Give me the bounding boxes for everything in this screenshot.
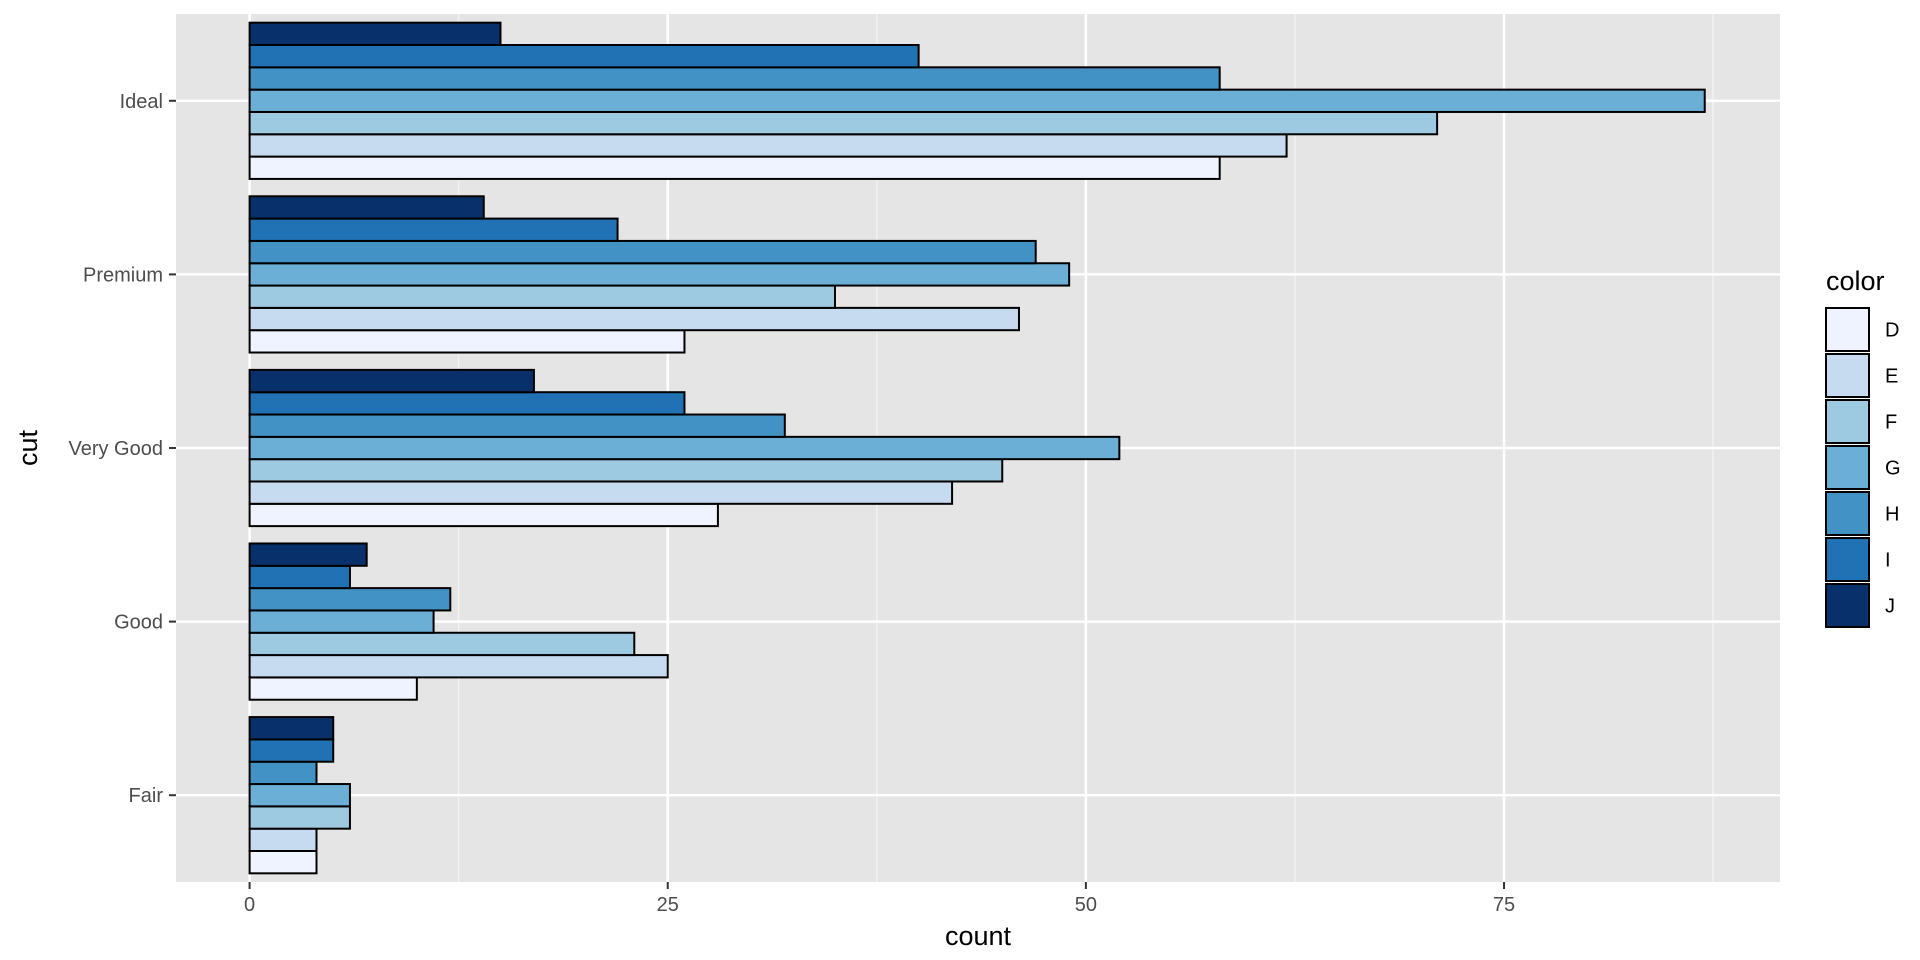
legend-key-D bbox=[1825, 307, 1870, 352]
bar-F-fair bbox=[248, 805, 351, 830]
x-axis: 0 25 50 75 bbox=[244, 882, 1515, 916]
bar-F-very-good bbox=[248, 458, 1004, 483]
y-axis: Fair Good Very Good Premium Ideal bbox=[68, 91, 176, 807]
bar-I-premium bbox=[248, 217, 619, 242]
bar-H-ideal bbox=[248, 66, 1221, 91]
bars bbox=[248, 21, 1706, 875]
bar-E-fair bbox=[248, 827, 318, 852]
legend-label-G: G bbox=[1885, 458, 1901, 480]
bar-D-ideal bbox=[248, 155, 1221, 180]
bar-F-premium bbox=[248, 284, 836, 309]
y-tick-label: Good bbox=[114, 612, 163, 634]
bar-H-premium bbox=[248, 239, 1037, 265]
bar-H-fair bbox=[248, 760, 318, 786]
y-tick-label: Premium bbox=[83, 264, 163, 286]
x-tick-label: 75 bbox=[1493, 894, 1515, 916]
legend: color D E F G H I J bbox=[1825, 266, 1901, 628]
bar-E-ideal bbox=[248, 133, 1288, 158]
bar-J-fair bbox=[248, 716, 335, 741]
y-tick-label: Very Good bbox=[68, 438, 163, 460]
legend-key-G bbox=[1825, 445, 1870, 490]
x-axis-title: count bbox=[945, 921, 1012, 951]
bar-F-good bbox=[248, 631, 636, 657]
legend-key-E bbox=[1825, 353, 1870, 398]
legend-label-H: H bbox=[1885, 504, 1899, 526]
bar-J-premium bbox=[248, 195, 485, 220]
legend-label-J: J bbox=[1885, 596, 1895, 618]
y-tick-label: Ideal bbox=[120, 91, 163, 113]
legend-title: color bbox=[1826, 266, 1885, 296]
bar-G-premium bbox=[248, 262, 1071, 287]
x-tick-label: 50 bbox=[1075, 894, 1097, 916]
legend-label-E: E bbox=[1885, 366, 1898, 388]
bar-H-good bbox=[248, 587, 452, 612]
bar-G-very-good bbox=[248, 435, 1121, 461]
x-tick-label: 25 bbox=[657, 894, 679, 916]
legend-key-J bbox=[1825, 583, 1870, 628]
bar-I-good bbox=[248, 564, 351, 590]
legend-key-I bbox=[1825, 537, 1870, 582]
bar-J-very-good bbox=[248, 368, 535, 394]
bar-I-very-good bbox=[248, 391, 686, 416]
y-axis-title: cut bbox=[13, 429, 43, 466]
bar-D-fair bbox=[248, 850, 318, 875]
bar-F-ideal bbox=[248, 110, 1439, 136]
bar-G-ideal bbox=[248, 88, 1706, 113]
legend-label-I: I bbox=[1885, 550, 1891, 572]
legend-key-H bbox=[1825, 491, 1870, 536]
bar-D-premium bbox=[248, 329, 686, 354]
bar-I-ideal bbox=[248, 44, 920, 69]
bar-D-very-good bbox=[248, 502, 719, 528]
x-tick-label: 0 bbox=[244, 894, 255, 916]
bar-G-good bbox=[248, 609, 435, 634]
bar-E-premium bbox=[248, 306, 1020, 332]
bar-H-very-good bbox=[248, 413, 786, 438]
bar-E-very-good bbox=[248, 480, 954, 505]
y-tick-label: Fair bbox=[129, 785, 164, 807]
bar-I-fair bbox=[248, 738, 335, 763]
legend-label-D: D bbox=[1885, 320, 1899, 342]
bar-D-good bbox=[248, 676, 418, 701]
legend-label-F: F bbox=[1885, 412, 1897, 434]
bar-E-good bbox=[248, 654, 669, 679]
bar-J-good bbox=[248, 542, 368, 567]
bar-J-ideal bbox=[248, 21, 502, 46]
legend-key-F bbox=[1825, 399, 1870, 444]
bar-G-fair bbox=[248, 783, 351, 808]
